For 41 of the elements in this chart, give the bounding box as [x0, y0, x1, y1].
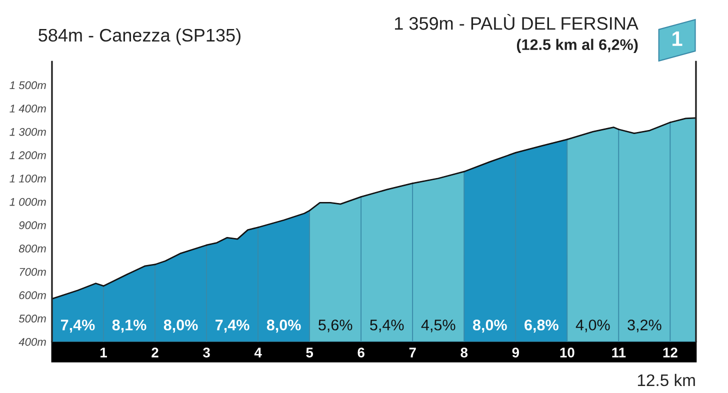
x-tick-label: 12	[663, 348, 678, 358]
x-tick-label: 2	[152, 348, 158, 358]
annotation: 6,8%	[524, 320, 558, 333]
y-tick-label: 400m	[18, 338, 46, 346]
y-tick-label: 800m	[18, 244, 46, 253]
annotation: 8,0%	[266, 320, 301, 333]
annotation: 3,2%	[628, 320, 662, 332]
x-tick-label: 10	[560, 348, 574, 358]
annotation: 5,4%	[370, 320, 404, 332]
chart-subtitle: (12.5 km al 6,2%)	[516, 38, 638, 54]
annotation: 7,4%	[60, 320, 95, 333]
y-tick-label: 500m	[18, 314, 46, 323]
annotation: 8,0%	[164, 320, 198, 333]
x-tick-label: 3	[202, 348, 210, 358]
y-tick-label: 1 400m	[10, 104, 46, 113]
chart-title: 584m - Canezza (SP135)	[38, 28, 240, 46]
x-tick-label: 5	[306, 348, 314, 358]
y-tick-label: 1 100m	[10, 174, 46, 183]
y-tick-label: 700m	[20, 268, 46, 276]
text: 1	[672, 32, 682, 46]
annotation: 4,5%	[421, 320, 456, 332]
x-tick-label: 6	[358, 348, 364, 358]
x-tick-label: 4	[254, 348, 262, 358]
y-tick-label: 1 200m	[10, 151, 46, 160]
x-tick-label: 8	[460, 348, 468, 358]
y-tick-label: 1 000m	[10, 198, 46, 206]
x-tick-label: 11	[612, 348, 626, 358]
x-tick-label: 1	[100, 348, 107, 358]
annotation: 4,0%	[576, 320, 610, 332]
annotation: 8,1%	[112, 320, 146, 333]
x-tick-label: 7	[409, 348, 416, 358]
text: 1 359m - PALÙ DEL FERSINA	[395, 14, 638, 30]
annotation: 8,0%	[472, 320, 507, 333]
annotation: 5,6%	[318, 320, 352, 332]
x-tick-label: 9	[512, 348, 519, 358]
y-tick-label: 1 500m	[10, 81, 46, 90]
y-tick-label: 1 300m	[10, 128, 46, 136]
x-axis-title: 12.5 km	[638, 374, 695, 386]
annotation: 7,4%	[216, 320, 250, 333]
y-tick-label: 600m	[19, 291, 46, 300]
y-tick-label: 900m	[19, 221, 46, 230]
